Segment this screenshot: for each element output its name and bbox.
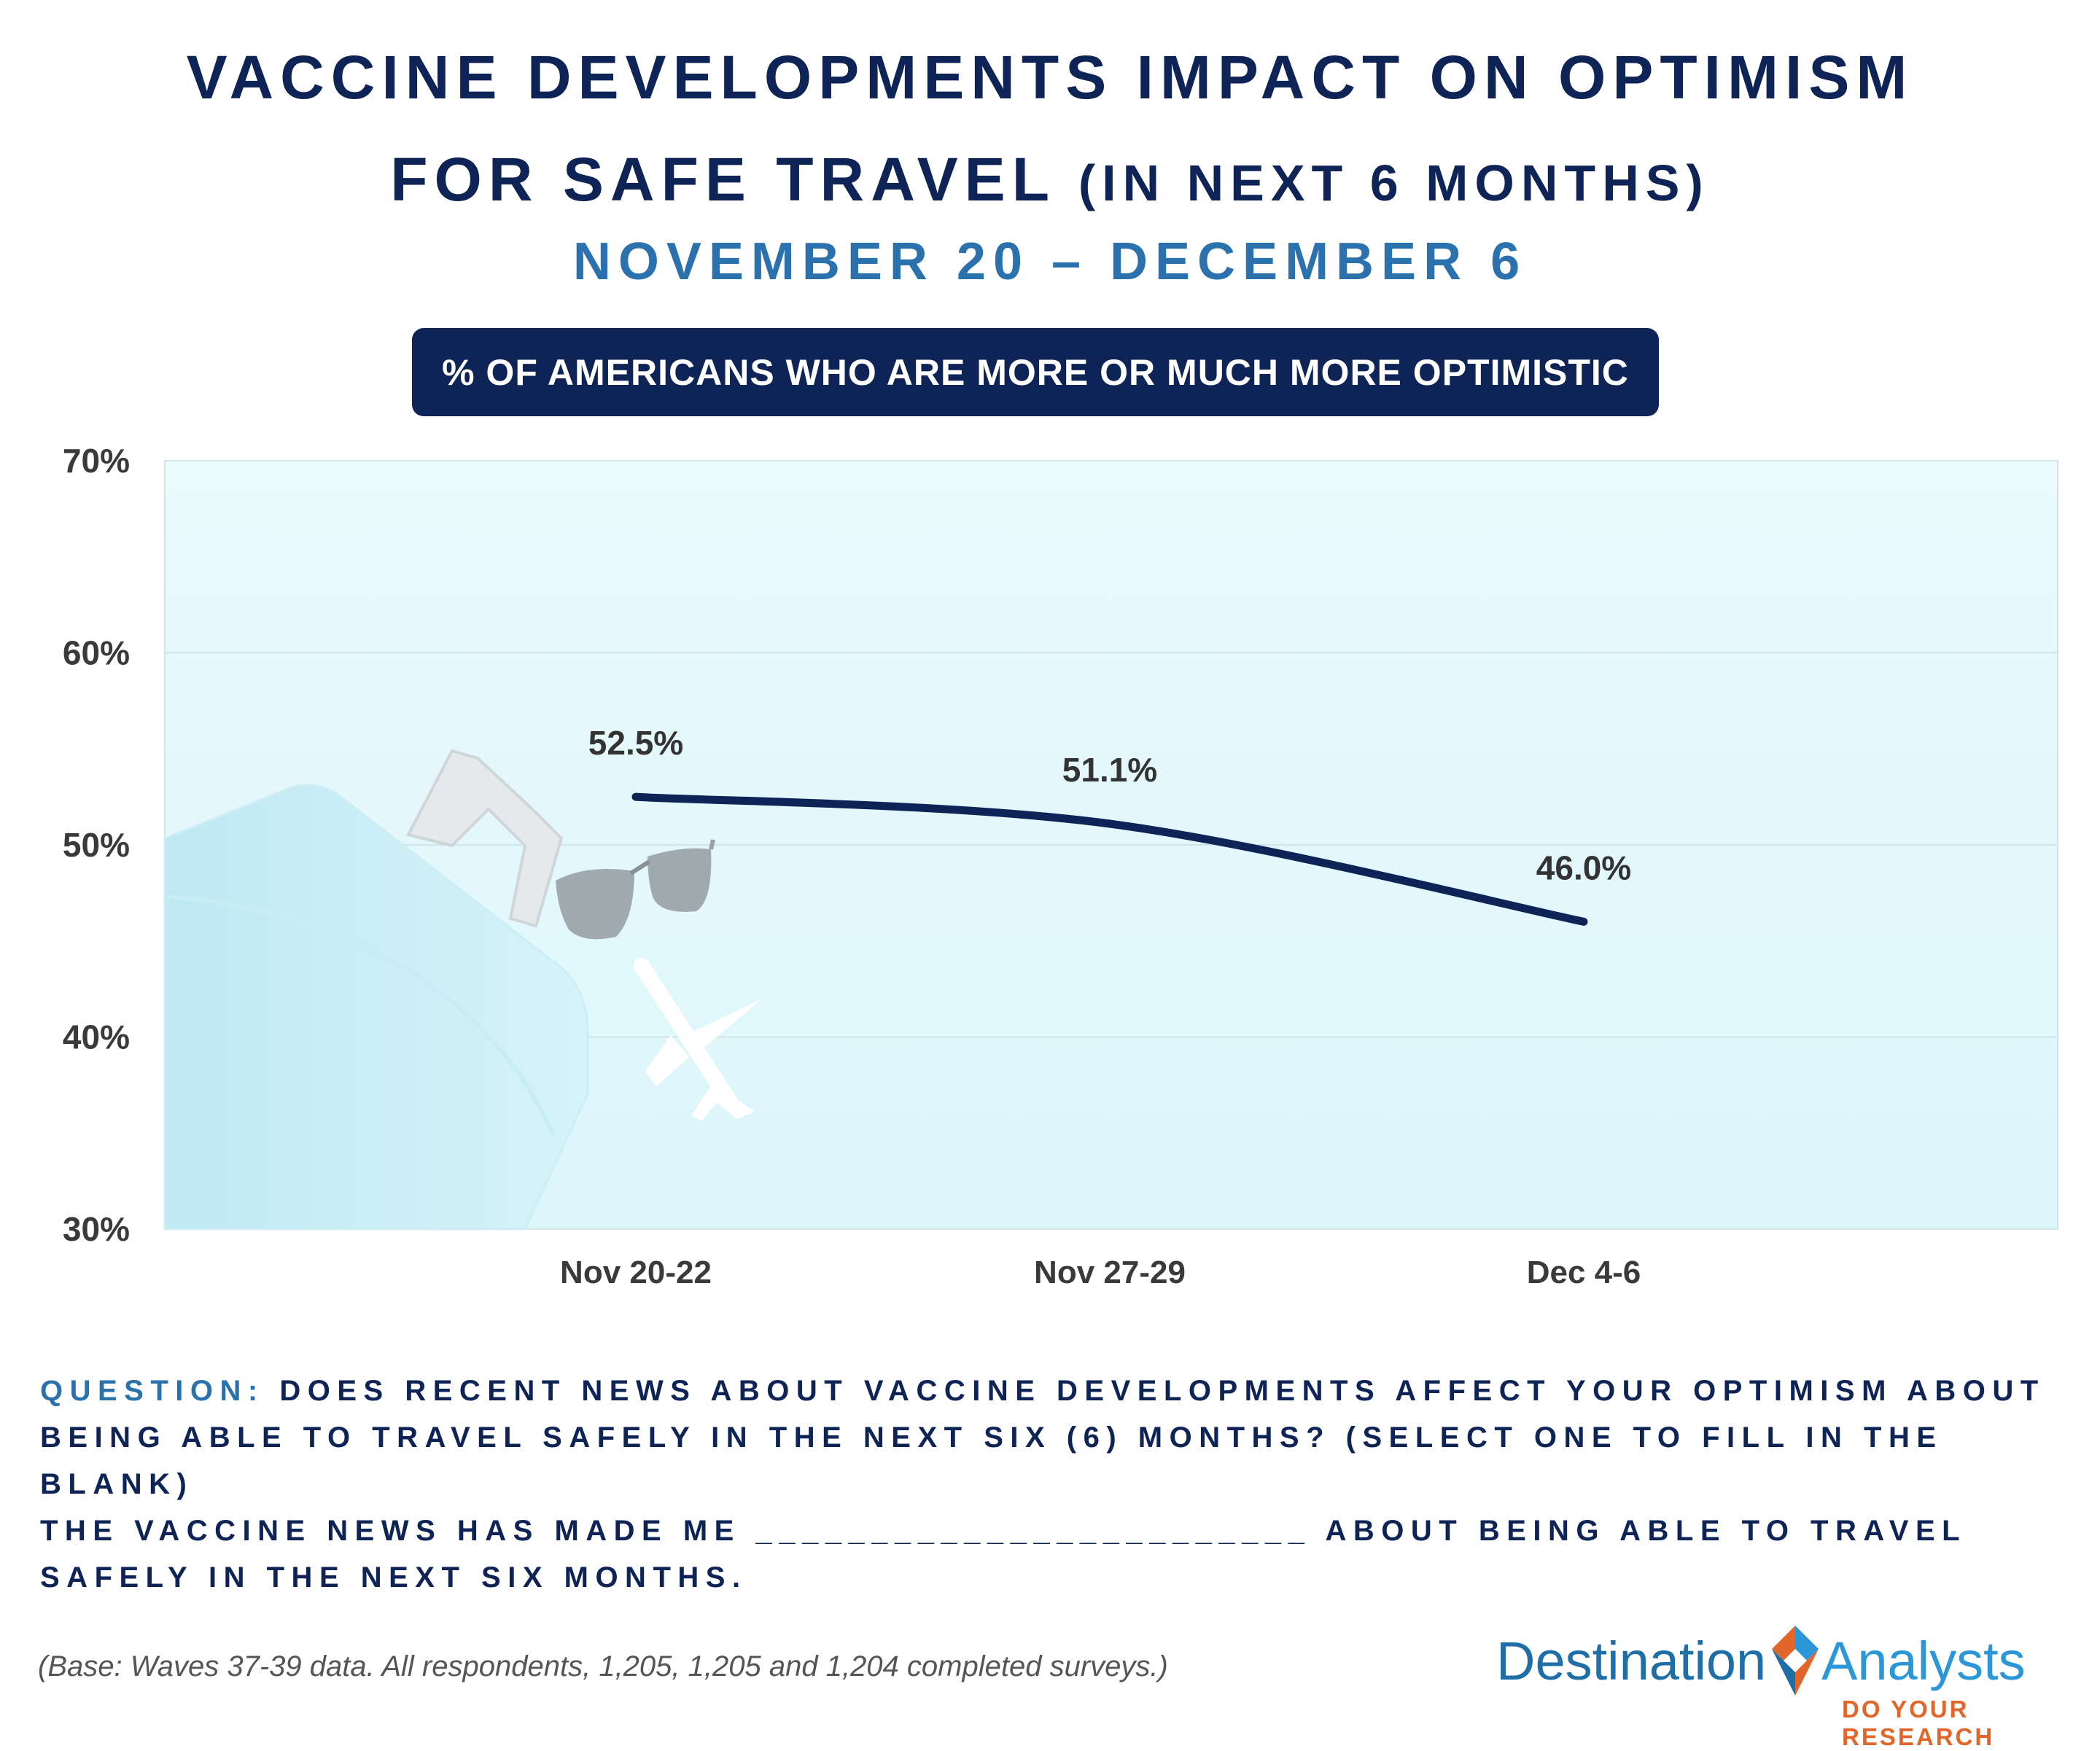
logo-tagline: DO YOUR RESEARCH [1842, 1696, 2072, 1751]
x-tick-label: Nov 27-29 [1034, 1255, 1186, 1290]
logo-word-analysts: Analysts [1821, 1630, 2026, 1692]
y-tick-label: 40% [63, 1018, 130, 1056]
x-tick-label: Dec 4-6 [1527, 1255, 1641, 1290]
question-text: QUESTION: DOES RECENT NEWS ABOUT VACCINE… [40, 1368, 2074, 1508]
line-chart: 30% 40% 50% 60% 70% Nov 20-22 Nov 27-29 Dec 4-6… [0, 0, 2100, 1327]
base-footnote: (Base: Waves 37-39 data. All respondents… [38, 1650, 1168, 1683]
data-label: 52.5% [588, 724, 683, 762]
y-tick-label: 70% [63, 442, 130, 480]
logo-word-destination: Destination [1496, 1630, 1766, 1692]
data-label: 51.1% [1062, 751, 1157, 789]
logo-diamond-icon [1768, 1617, 1823, 1710]
fill-in-statement: THE VACCINE NEWS HAS MADE ME ___________… [40, 1508, 2074, 1601]
data-label: 46.0% [1536, 849, 1631, 886]
x-tick-label: Nov 20-22 [560, 1255, 712, 1290]
y-tick-label: 30% [63, 1210, 130, 1248]
destination-analysts-logo: Destination Analysts DO YOUR RESEARCH [1496, 1617, 2072, 1726]
y-tick-label: 60% [63, 634, 130, 672]
question-label: QUESTION: [40, 1375, 265, 1407]
y-tick-label: 50% [63, 826, 130, 864]
question-body: DOES RECENT NEWS ABOUT VACCINE DEVELOPME… [40, 1375, 2045, 1500]
